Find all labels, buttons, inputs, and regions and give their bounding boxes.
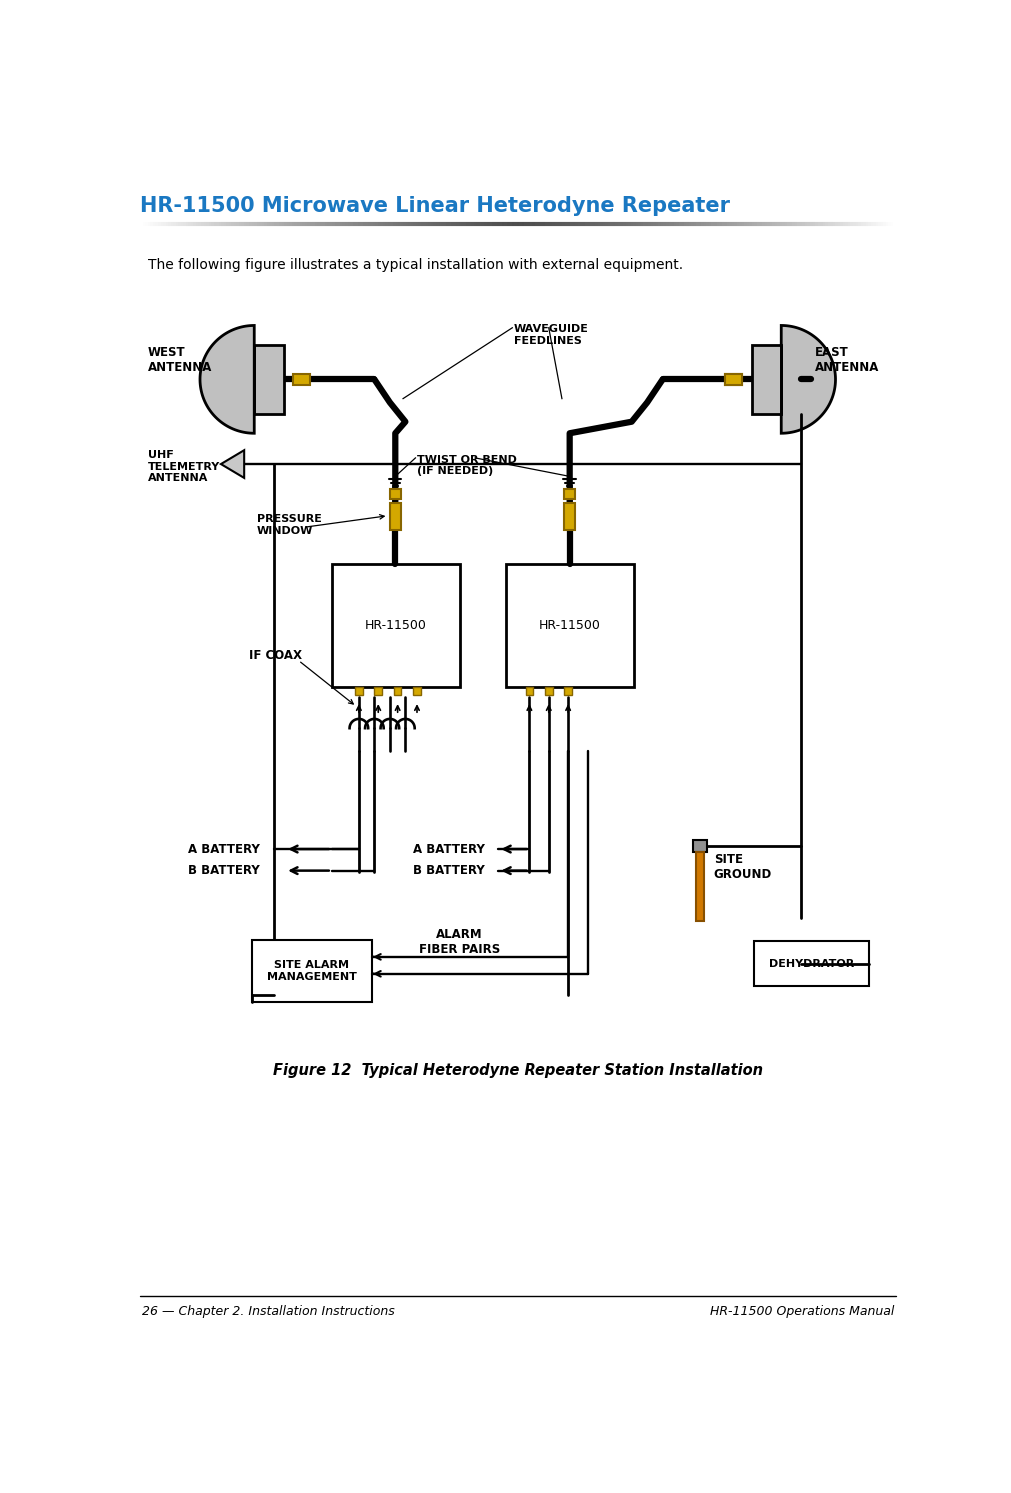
Text: TWIST OR BEND
(IF NEEDED): TWIST OR BEND (IF NEEDED) [417, 455, 517, 476]
Bar [726, 373, 742, 385]
Text: IF COAX: IF COAX [249, 648, 302, 661]
Text: A BATTERY: A BATTERY [413, 842, 485, 855]
Text: HR-11500 Microwave Linear Heterodyne Repeater: HR-11500 Microwave Linear Heterodyne Rep… [141, 196, 730, 216]
Bar [507, 564, 634, 687]
Bar [355, 687, 363, 696]
Bar [693, 841, 707, 853]
Text: B BATTERY: B BATTERY [413, 864, 485, 876]
Text: SITE ALARM
MANAGEMENT: SITE ALARM MANAGEMENT [267, 960, 357, 981]
Bar [754, 942, 868, 985]
Text: ALARM
FIBER PAIRS: ALARM FIBER PAIRS [419, 927, 500, 956]
Text: HR-11500: HR-11500 [365, 620, 427, 632]
Bar [332, 564, 460, 687]
Polygon shape [200, 325, 254, 433]
Bar [254, 345, 284, 414]
Bar [390, 503, 400, 530]
Text: DEHYDRATOR: DEHYDRATOR [768, 959, 854, 969]
Text: EAST
ANTENNA: EAST ANTENNA [815, 346, 879, 375]
Text: A BATTERY: A BATTERY [188, 842, 260, 855]
Bar [252, 941, 372, 1002]
Bar [374, 687, 382, 696]
Text: PRESSURE
WINDOW: PRESSURE WINDOW [257, 514, 321, 536]
Polygon shape [782, 325, 835, 433]
Text: 26 — Chapter 2. Installation Instructions: 26 — Chapter 2. Installation Instruction… [142, 1305, 394, 1318]
Bar [545, 687, 553, 696]
Bar [564, 503, 575, 530]
Text: WEST
ANTENNA: WEST ANTENNA [148, 346, 212, 375]
Text: The following figure illustrates a typical installation with external equipment.: The following figure illustrates a typic… [148, 258, 683, 272]
Bar [293, 373, 310, 385]
Text: UHF
TELEMETRY
ANTENNA: UHF TELEMETRY ANTENNA [148, 451, 220, 484]
Bar [752, 345, 782, 414]
Bar [390, 490, 400, 499]
Text: Figure 12  Typical Heterodyne Repeater Station Installation: Figure 12 Typical Heterodyne Repeater St… [273, 1063, 762, 1078]
Bar [526, 687, 533, 696]
Text: HR-11500: HR-11500 [539, 620, 601, 632]
Bar [393, 687, 401, 696]
Text: WAVEGUIDE
FEEDLINES: WAVEGUIDE FEEDLINES [514, 324, 588, 345]
Polygon shape [221, 451, 245, 478]
Bar [564, 687, 572, 696]
Text: HR-11500 Operations Manual: HR-11500 Operations Manual [710, 1305, 895, 1318]
Bar [564, 490, 575, 499]
Bar [413, 687, 421, 696]
Bar [726, 373, 742, 385]
Bar [696, 853, 704, 921]
Text: B BATTERY: B BATTERY [188, 864, 260, 876]
Text: SITE
GROUND: SITE GROUND [714, 853, 772, 881]
